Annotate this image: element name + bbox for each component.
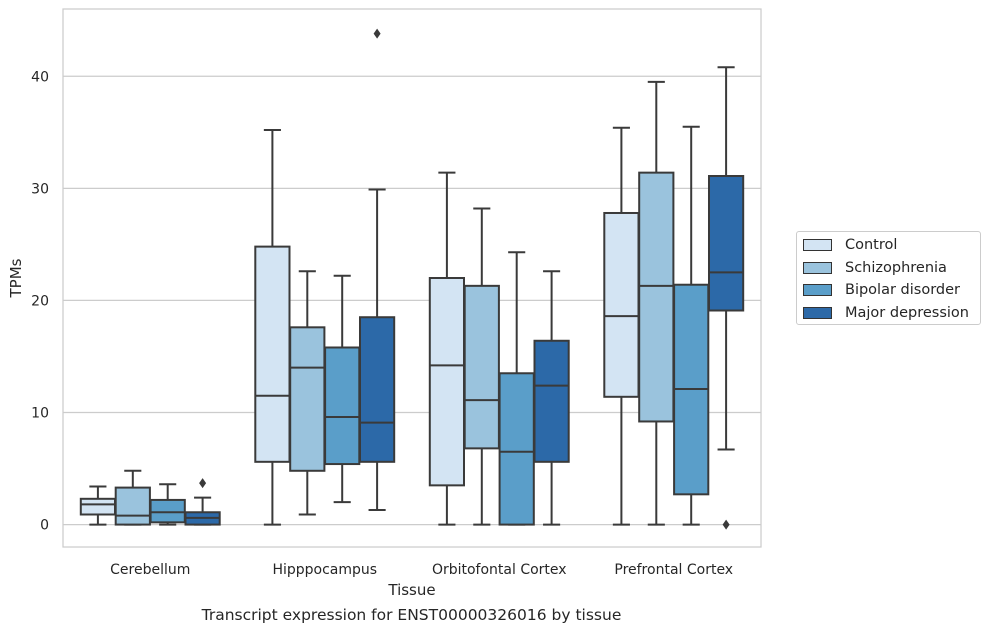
box-control [603, 126, 640, 526]
legend-swatch-control [803, 239, 832, 251]
box-iqr [498, 372, 535, 526]
boxes [79, 28, 745, 530]
outlier-marker [373, 28, 381, 39]
box-schizophrenia [114, 469, 151, 526]
box-control [254, 129, 291, 526]
box-bipolar-disorder [673, 125, 710, 526]
y-tick-label: 0 [40, 518, 49, 534]
figure-caption: Transcript expression for ENST0000032601… [201, 606, 622, 624]
y-tick-label: 30 [31, 181, 49, 197]
box-iqr [428, 277, 466, 487]
legend-item-control: Control [803, 235, 897, 255]
legend-label-control: Control [845, 237, 898, 253]
x-tick-label: Cerebellum [110, 562, 190, 578]
box-iqr [149, 498, 186, 524]
box-iqr [254, 245, 291, 463]
box-iqr [79, 497, 117, 516]
legend-label-major-depression: Major depression [845, 305, 969, 321]
box-bipolar-disorder [498, 251, 535, 526]
x-axis-ticks: Cerebellum Hipppocampus Orbitofontal Corte… [110, 562, 733, 578]
box-bipolar-disorder [324, 274, 361, 504]
legend-swatch-schizophrenia [803, 262, 832, 274]
box-iqr [603, 211, 640, 398]
box-iqr [533, 339, 570, 463]
y-tick-label: 10 [31, 406, 49, 422]
legend-swatch-major-depression [803, 307, 832, 319]
box-iqr [638, 171, 675, 423]
legend-label-schizophrenia: Schizophrenia [845, 260, 947, 276]
box-major-depression [358, 28, 396, 512]
outlier-marker [722, 519, 730, 530]
x-tick-label: Prefrontal Cortex [614, 562, 733, 578]
legend-item-major-depression: Major depression [803, 303, 969, 323]
legend-item-bipolar-disorder: Bipolar disorder [803, 280, 960, 300]
legend-swatch-bipolar-disorder [803, 284, 832, 296]
legend-item-schizophrenia: Schizophrenia [803, 258, 947, 278]
legend: Control Schizophrenia Bipolar disorder M… [796, 231, 981, 325]
box-major-depression [707, 66, 745, 530]
x-tick-label: Orbitofontal Cortex [432, 562, 567, 578]
outlier-marker [199, 478, 207, 489]
box-iqr [463, 284, 500, 450]
box-schizophrenia [638, 80, 675, 526]
plot-area-frame [62, 8, 762, 548]
box-control [428, 171, 466, 526]
box-iqr [114, 486, 151, 526]
box-bipolar-disorder [149, 483, 186, 526]
box-major-depression [184, 478, 221, 526]
y-axis-ticks: 0 10 20 30 40 [31, 69, 49, 533]
y-tick-label: 40 [31, 69, 49, 85]
x-axis-label: Tissue [387, 581, 435, 599]
y-tick-label: 20 [31, 293, 49, 309]
x-tick-label: Hipppocampus [272, 562, 377, 578]
legend-label-bipolar-disorder: Bipolar disorder [845, 282, 960, 298]
box-major-depression [533, 270, 570, 526]
box-schizophrenia [289, 270, 326, 516]
box-iqr [324, 346, 361, 466]
box-schizophrenia [463, 207, 500, 526]
box-control [79, 485, 117, 526]
y-axis-label: TPMs [7, 258, 25, 298]
box-iqr [289, 326, 326, 472]
box-iqr [358, 316, 396, 463]
box-iqr [707, 175, 745, 312]
